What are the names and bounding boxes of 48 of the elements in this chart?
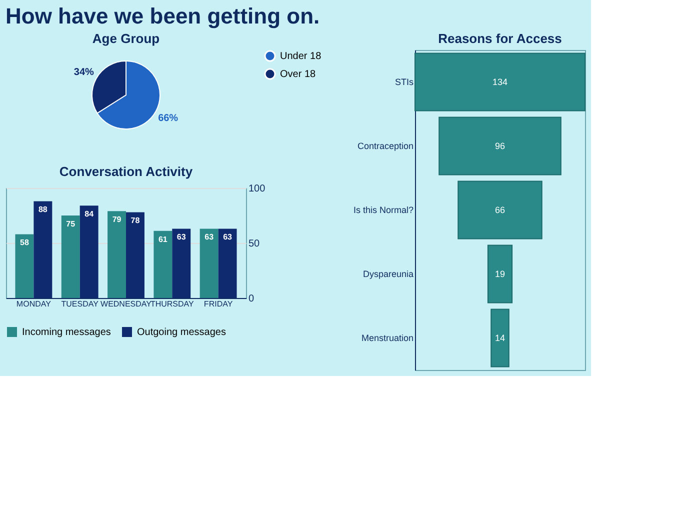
y-tick-label: 50 bbox=[248, 238, 260, 250]
data-label: 63 bbox=[223, 232, 233, 242]
legend-label: Incoming messages bbox=[22, 327, 111, 338]
y-tick-label: 100 bbox=[248, 184, 266, 194]
data-label: 34% bbox=[74, 66, 94, 78]
bar bbox=[126, 212, 144, 298]
bar bbox=[218, 228, 237, 298]
x-tick-label: MONDAY bbox=[16, 300, 52, 308]
data-label: 58 bbox=[20, 238, 30, 248]
data-label: 19 bbox=[494, 269, 506, 279]
data-label: 79 bbox=[112, 215, 122, 224]
bar bbox=[15, 234, 34, 298]
chart-title: Conversation Activity bbox=[59, 164, 194, 179]
data-label: 66 bbox=[494, 205, 506, 215]
bar bbox=[172, 228, 191, 298]
data-label: 14 bbox=[494, 333, 506, 343]
category-label: Dyspareunia bbox=[362, 269, 414, 279]
bar bbox=[154, 230, 172, 298]
x-tick-label: FRIDAY bbox=[204, 300, 234, 308]
legend-label: Under 18 bbox=[280, 51, 322, 62]
chart-title: Age Group bbox=[92, 31, 160, 46]
data-label: 88 bbox=[38, 205, 48, 214]
data-label: 96 bbox=[494, 141, 506, 151]
bar bbox=[34, 201, 52, 298]
data-label: 84 bbox=[84, 210, 94, 219]
x-tick-label: TUESDAY bbox=[61, 300, 100, 308]
bar bbox=[108, 211, 126, 298]
data-label: 134 bbox=[492, 77, 508, 87]
data-label: 61 bbox=[158, 234, 168, 244]
category-label: Is this Normal? bbox=[353, 205, 414, 215]
data-label: 75 bbox=[66, 220, 76, 228]
bar bbox=[200, 228, 218, 298]
bar bbox=[61, 216, 80, 298]
legend-label: Outgoing messages bbox=[137, 327, 226, 338]
category-label: Menstruation bbox=[361, 333, 414, 343]
legend-label: Over 18 bbox=[280, 69, 316, 80]
data-label: 63 bbox=[204, 232, 214, 242]
text: How have we been getting on. bbox=[6, 4, 320, 28]
data-label: 78 bbox=[130, 216, 140, 226]
bar bbox=[80, 206, 98, 298]
y-tick-label: 0 bbox=[248, 294, 254, 304]
data-label: 66% bbox=[158, 113, 178, 124]
category-label: STIs bbox=[394, 77, 414, 87]
text: Reasons for Access bbox=[438, 31, 562, 46]
x-tick-label: WEDNESDAY bbox=[100, 300, 152, 308]
data-label: 63 bbox=[176, 232, 186, 242]
category-label: Contraception bbox=[357, 141, 414, 151]
x-tick-label: THURSDAY bbox=[150, 300, 195, 308]
